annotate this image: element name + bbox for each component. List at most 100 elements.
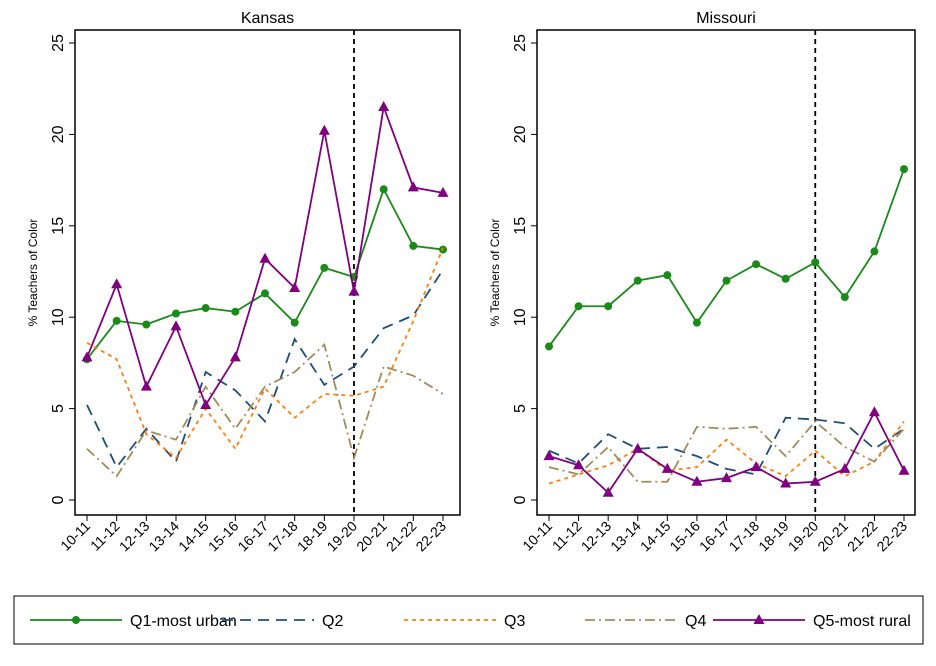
data-point	[633, 276, 642, 285]
y-tick-label: 0	[50, 495, 67, 504]
legend-marker	[753, 614, 765, 624]
data-point	[750, 461, 762, 472]
legend-label: Q3	[504, 613, 525, 630]
data-point	[348, 285, 360, 296]
series-line	[86, 342, 444, 478]
data-point	[545, 342, 553, 351]
data-point	[320, 263, 329, 272]
x-tick-label: 10-11	[519, 518, 555, 554]
y-tick-label: 15	[50, 217, 67, 235]
data-point	[722, 276, 731, 285]
data-point	[290, 318, 299, 327]
x-tick-label: 15-16	[666, 518, 703, 555]
y-axis-label: % Teachers of Color	[26, 219, 40, 327]
data-point	[811, 258, 820, 267]
y-tick-label: 20	[512, 125, 529, 143]
series-q5-most-rural	[81, 100, 449, 409]
x-tick-label: 19-20	[785, 518, 822, 555]
y-axis-label: % Teachers of Color	[488, 219, 502, 327]
series-line	[548, 168, 905, 347]
data-point	[170, 320, 182, 331]
x-tick-label: 11-12	[549, 518, 585, 554]
x-tick-label: 13-14	[607, 518, 644, 555]
legend-entry: Q1-most urban	[30, 613, 237, 630]
data-point	[809, 475, 821, 486]
legend-label: Q1-most urban	[130, 613, 237, 630]
data-point	[112, 316, 121, 325]
data-point	[898, 464, 910, 475]
data-point	[870, 247, 879, 256]
data-point	[661, 462, 673, 473]
data-point	[781, 274, 790, 283]
panel-title: Kansas	[241, 10, 294, 27]
data-point	[200, 398, 212, 409]
x-tick-label: 22-23	[873, 518, 910, 555]
data-point	[172, 309, 180, 318]
y-tick-label: 25	[50, 34, 67, 52]
data-point	[378, 100, 390, 111]
legend-marker	[72, 616, 80, 624]
series-line	[86, 186, 444, 360]
data-point	[573, 459, 585, 470]
data-point	[692, 318, 701, 327]
y-tick-label: 0	[512, 495, 529, 504]
data-point	[840, 293, 849, 302]
x-tick-label: 22-23	[412, 518, 449, 555]
data-point	[604, 302, 613, 311]
legend: Q1-most urban Q2 Q3 Q4 Q5-most rural	[13, 595, 924, 645]
legend-entry: Q3	[404, 613, 525, 630]
panel-missouri: Missouri 0 5 10 15 20 25 % Teachers of Color 10-…	[488, 10, 916, 555]
series-q1-most-urban	[83, 185, 447, 364]
legend-label: Q4	[685, 613, 706, 630]
x-tick-label: 15-16	[205, 518, 242, 555]
data-point	[900, 165, 908, 174]
legend-label: Q5-most rural	[813, 613, 911, 630]
y-tick-label: 10	[50, 308, 67, 326]
y-tick-label: 15	[512, 217, 529, 235]
x-tick-label: 19-20	[323, 518, 360, 555]
data-point	[721, 472, 732, 483]
x-tick-label: 10-11	[57, 518, 93, 554]
x-tick-label: 12-13	[116, 518, 153, 555]
series-q3	[86, 247, 444, 460]
y-tick-label: 20	[50, 125, 67, 143]
data-point	[142, 320, 151, 329]
plot-frame	[74, 29, 461, 516]
series-line	[548, 420, 905, 485]
x-tick-label: 21-22	[844, 518, 881, 555]
data-point	[201, 304, 210, 313]
legend-label: Q2	[322, 613, 343, 630]
x-tick-label: 20-21	[814, 518, 851, 555]
data-point	[289, 281, 301, 292]
data-point	[868, 406, 880, 417]
y-tick-label: 25	[512, 34, 529, 52]
data-point	[839, 462, 851, 473]
data-point	[409, 241, 418, 250]
series-q3	[548, 420, 905, 485]
data-point	[602, 486, 614, 497]
x-tick-label: 11-12	[87, 518, 123, 554]
data-point	[229, 351, 241, 362]
data-point	[259, 252, 271, 263]
data-point	[663, 271, 672, 280]
x-tick-label: 18-19	[755, 518, 792, 555]
data-point	[574, 302, 583, 311]
data-point	[111, 278, 123, 289]
data-point	[780, 477, 792, 488]
data-point	[379, 185, 388, 194]
legend-entry: Q5-most rural	[713, 613, 911, 630]
x-tick-label: 14-15	[175, 518, 212, 555]
panel-kansas: Kansas 0 5 10 15 20 25 % Teachers of Color 10-11…	[26, 10, 461, 555]
data-point	[81, 351, 93, 362]
x-tick-label: 17-18	[264, 518, 301, 555]
x-tick-label: 17-18	[726, 518, 763, 555]
series-q2	[86, 269, 444, 469]
y-tick-label: 10	[512, 308, 529, 326]
x-tick-label: 14-15	[637, 518, 674, 555]
x-tick-label: 13-14	[145, 518, 182, 555]
data-point	[691, 475, 703, 486]
data-point	[407, 181, 419, 192]
series-q5-most-rural	[543, 406, 910, 497]
data-point	[632, 442, 644, 453]
